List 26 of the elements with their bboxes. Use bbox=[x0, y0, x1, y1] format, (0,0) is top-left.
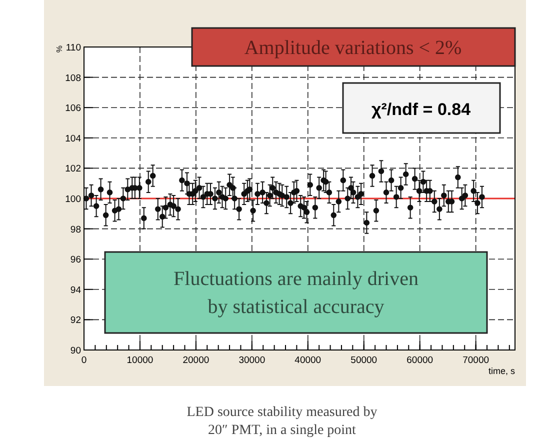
y-tick-label: 92 bbox=[70, 315, 81, 326]
y-tick-label: 106 bbox=[65, 103, 81, 114]
chart-title: Amplitude variations < 2% bbox=[244, 37, 462, 59]
x-axis-title: time, s bbox=[488, 366, 516, 376]
x-tick-label: 30000 bbox=[238, 355, 266, 366]
y-tick-label: 110 bbox=[66, 42, 81, 54]
x-tick-label: 10000 bbox=[126, 355, 154, 366]
x-tick-label: 20000 bbox=[182, 355, 210, 366]
annotation: Fluctuations are mainly driven by statistical accuracy bbox=[174, 268, 418, 318]
y-axis-title: % bbox=[55, 45, 64, 53]
y-tick-label: 102 bbox=[65, 164, 81, 175]
x-tick-label: 60000 bbox=[406, 355, 434, 366]
text: LED source stability measured by bbox=[186, 405, 378, 420]
x-tick-label: 50000 bbox=[350, 355, 378, 366]
text: 20″ PMT, in a single point bbox=[208, 423, 356, 438]
x-tick-label: 70000 bbox=[462, 355, 490, 366]
y-tick-label: 100 bbox=[65, 194, 81, 205]
y-tick-label: 98 bbox=[70, 224, 81, 236]
annotation: χ²/ndf = 0.84 bbox=[371, 100, 472, 119]
y-tick-label: 96 bbox=[70, 254, 81, 266]
y-tick-label: 90 bbox=[70, 346, 81, 356]
y-tick-label: 108 bbox=[65, 72, 81, 84]
x-tick-label: 40000 bbox=[294, 355, 322, 366]
y-tick-label: 104 bbox=[65, 133, 81, 144]
x-tick-label: 0 bbox=[81, 355, 87, 366]
y-tick-label: 94 bbox=[70, 284, 81, 296]
